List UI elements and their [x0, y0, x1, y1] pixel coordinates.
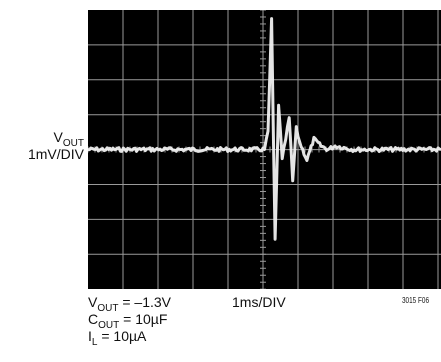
y-axis-name: V	[53, 129, 63, 145]
condition-vout: VOUT = –1.3V	[88, 294, 171, 314]
condition-name: V	[88, 294, 98, 310]
oscilloscope-screen	[88, 10, 441, 289]
scope-plot	[88, 10, 441, 289]
vout-trace	[88, 17, 441, 241]
y-axis-label: VOUT 1mV/DIV	[28, 130, 84, 161]
condition-cout: COUT = 10µF	[88, 311, 171, 331]
condition-name: C	[88, 311, 99, 327]
condition-subscript: OUT	[98, 320, 120, 331]
x-axis-label: 1ms/DIV	[232, 294, 286, 310]
condition-value: = 10µA	[97, 328, 147, 344]
condition-value: = –1.3V	[118, 294, 171, 310]
condition-il: IL = 10µA	[88, 328, 171, 348]
condition-name: I	[88, 328, 92, 344]
condition-subscript: L	[91, 337, 98, 348]
y-axis-scale: 1mV/DIV	[27, 146, 84, 162]
y-axis-subscript: OUT	[62, 138, 84, 149]
condition-value: = 10µF	[119, 311, 168, 327]
test-conditions: VOUT = –1.3V COUT = 10µF IL = 10µA	[88, 294, 171, 348]
figure-id: 3015 F06	[402, 296, 430, 305]
condition-subscript: OUT	[97, 303, 119, 314]
